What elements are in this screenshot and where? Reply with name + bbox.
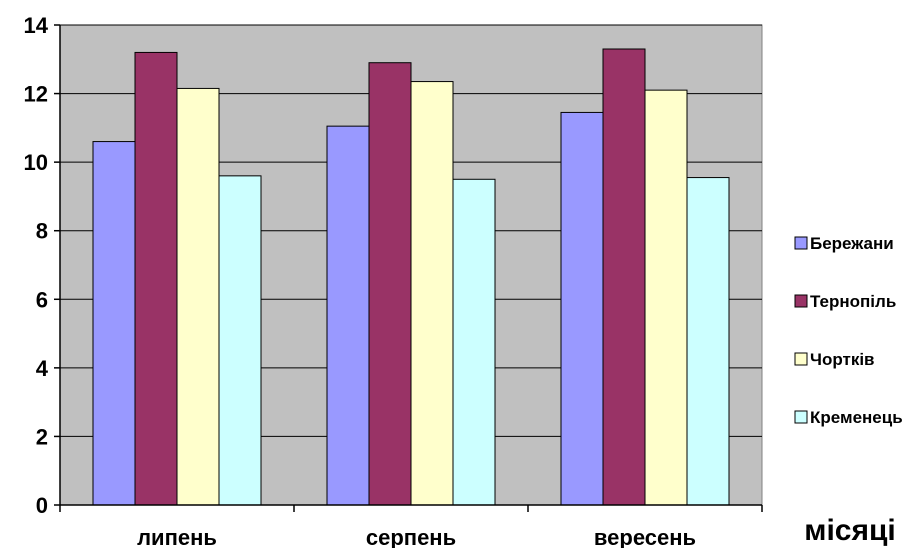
legend-swatch-3 [794,352,808,366]
x-tick-label: вересень [594,525,696,548]
bar-4-1 [218,175,262,506]
bar-4-2 [452,178,496,506]
legend-label-3: Чортків [810,350,875,369]
legend-swatch-2 [794,294,808,308]
bar-1-1 [92,141,136,506]
legend: Бережани Тернопіль Чортків Кременець [794,234,903,427]
y-tick-label: 10 [24,150,48,175]
legend-swatch-1 [794,236,808,250]
bar-2-1 [134,51,178,506]
x-tick-label: липень [137,525,217,548]
bar-2-2 [368,62,412,506]
legend-label-2: Тернопіль [810,292,896,311]
legend-label-1: Бережани [810,234,894,253]
y-axis-ticks: 0 2 4 6 8 10 12 14 [24,13,60,518]
bar-1-3 [560,111,604,506]
y-tick-label: 6 [36,287,48,312]
y-tick-label: 2 [36,424,48,449]
legend-swatch-4 [794,410,808,424]
y-tick-label: 0 [36,493,48,518]
y-tick-label: 8 [36,219,48,244]
legend-label-4: Кременець [810,408,903,427]
bar-3-2 [410,81,454,506]
bar-1-2 [326,125,370,506]
x-axis-ticks: липень серпень вересень [59,505,763,548]
bar-4-3 [686,177,730,506]
x-tick-label: серпень [366,525,456,548]
x-axis-title: місяці [804,514,896,547]
bar-2-3 [602,48,646,506]
y-tick-label: 4 [36,356,49,381]
y-tick-label: 14 [24,13,49,38]
bars [92,48,730,506]
bar-3-1 [176,87,220,506]
y-tick-label: 12 [24,82,48,107]
bar-3-3 [644,89,688,506]
